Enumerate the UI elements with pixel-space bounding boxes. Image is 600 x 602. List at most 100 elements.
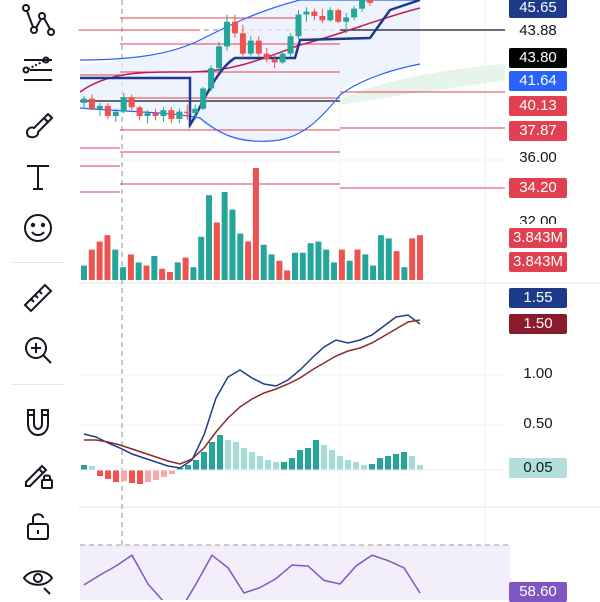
- candle-body: [367, 0, 373, 3]
- macd-hist-bar: [169, 470, 175, 474]
- macd-hist-bar: [209, 442, 215, 470]
- volume-bar: [268, 254, 275, 280]
- volume-bar: [338, 249, 345, 280]
- volume-bar: [362, 254, 369, 280]
- candle-body: [168, 110, 175, 119]
- macd-signal-line: [84, 319, 421, 465]
- volume-bar: [299, 252, 306, 280]
- macd-hist-bar: [185, 465, 191, 470]
- price-label-level-1: 40.13: [509, 96, 567, 116]
- histogram-value-label: 0.05: [509, 458, 567, 478]
- price-label-level-3: 34.20: [509, 178, 567, 198]
- candle-body: [319, 15, 326, 21]
- macd-hist-bar: [201, 452, 207, 470]
- lock-drawing-tool-icon[interactable]: [14, 452, 62, 496]
- ma-line-navy: [80, 0, 421, 130]
- candle-body: [311, 11, 318, 16]
- unlock-tool-icon[interactable]: [14, 504, 62, 548]
- volume-bar: [159, 268, 166, 280]
- volume-bar: [104, 235, 111, 280]
- macd-hist-bar: [233, 442, 239, 470]
- volume-bar: [370, 265, 377, 280]
- bollinger-fill: [80, 0, 420, 142]
- macd-line: [83, 314, 421, 469]
- candle-body: [295, 14, 302, 37]
- ma-line-red: [79, 7, 421, 93]
- macd-histogram: [81, 435, 423, 484]
- volume-bar: [127, 254, 134, 280]
- candle-body: [351, 8, 358, 18]
- price-tick: 32.00: [519, 213, 557, 224]
- brush-tool-icon[interactable]: [14, 102, 62, 146]
- price-label-level-2: 37.87: [509, 121, 567, 141]
- ichimoku-cloud: [340, 64, 505, 105]
- visibility-tool-icon[interactable]: [14, 556, 62, 600]
- macd-hist-bar: [113, 470, 119, 482]
- macd-hist-bar: [385, 456, 391, 470]
- price-label-ma: 45.65: [509, 0, 567, 18]
- macd-hist-bar: [297, 450, 303, 470]
- volume-bar: [166, 272, 173, 280]
- macd-hist-bar: [137, 470, 143, 484]
- bollinger-upper: [79, 0, 420, 61]
- toolbar-divider: [12, 384, 64, 385]
- volume-bar: [96, 241, 103, 280]
- candle-body: [81, 98, 87, 103]
- volume-bar: [143, 265, 150, 280]
- volume-bar: [198, 236, 205, 280]
- macd-hist-bar: [265, 460, 271, 470]
- macd-hist-bar: [225, 440, 231, 470]
- volume-bar: [206, 195, 213, 280]
- candle-body: [104, 105, 111, 117]
- rsi-value-label: 58.60: [509, 582, 567, 602]
- macd-hist-bar: [393, 454, 399, 470]
- candle-body: [192, 108, 199, 114]
- price-tick: 36.00: [519, 149, 557, 166]
- volume-bar: [245, 241, 252, 280]
- volume-bars: [81, 168, 423, 280]
- volume-bar: [346, 260, 353, 280]
- volume-bar: [307, 243, 314, 280]
- candle-body: [120, 97, 127, 112]
- ruler-tool-icon[interactable]: [14, 276, 62, 320]
- volume-bar: [393, 251, 400, 280]
- volume-bar: [377, 235, 384, 280]
- macd-value-label: 1.55: [509, 288, 567, 308]
- price-levels: [80, 17, 505, 193]
- price-label-bb: 41.64: [509, 71, 567, 91]
- macd-tick: 0.50: [523, 415, 553, 432]
- emoji-tool-icon[interactable]: [14, 206, 62, 250]
- macd-hist-bar: [361, 465, 367, 470]
- candle-body: [88, 98, 95, 109]
- macd-hist-bar: [257, 456, 263, 470]
- candle-body: [184, 111, 191, 114]
- macd-hist-bar: [177, 468, 183, 470]
- macd-hist-bar: [337, 456, 343, 470]
- candle-body: [343, 17, 350, 22]
- volume-bar: [182, 257, 189, 280]
- text-tool-icon[interactable]: [14, 154, 62, 198]
- volume-bar: [151, 256, 158, 280]
- candle-body: [224, 21, 230, 47]
- volume-bar: [409, 238, 416, 280]
- volume-bar: [315, 241, 322, 280]
- fib-retracement-tool-icon[interactable]: [14, 48, 62, 92]
- volume-bar: [284, 270, 291, 280]
- trend-line-tool-icon[interactable]: [14, 0, 62, 42]
- candle-body: [263, 53, 270, 60]
- zoom-in-tool-icon[interactable]: [14, 328, 62, 372]
- candle-body: [96, 105, 103, 109]
- macd-hist-bar: [377, 458, 383, 470]
- macd-hist-bar: [193, 460, 199, 470]
- macd-hist-bar: [153, 470, 159, 480]
- magnet-tool-icon[interactable]: [14, 400, 62, 444]
- volume-label: 3.843M: [509, 252, 567, 272]
- macd-hist-bar: [345, 460, 351, 470]
- candle-body: [112, 111, 119, 117]
- macd-hist-bar: [121, 470, 127, 481]
- signal-value-label: 1.50: [509, 314, 567, 334]
- volume-bar: [417, 235, 423, 280]
- macd-hist-bar: [217, 435, 223, 470]
- volume-label: 3.843M: [509, 228, 567, 248]
